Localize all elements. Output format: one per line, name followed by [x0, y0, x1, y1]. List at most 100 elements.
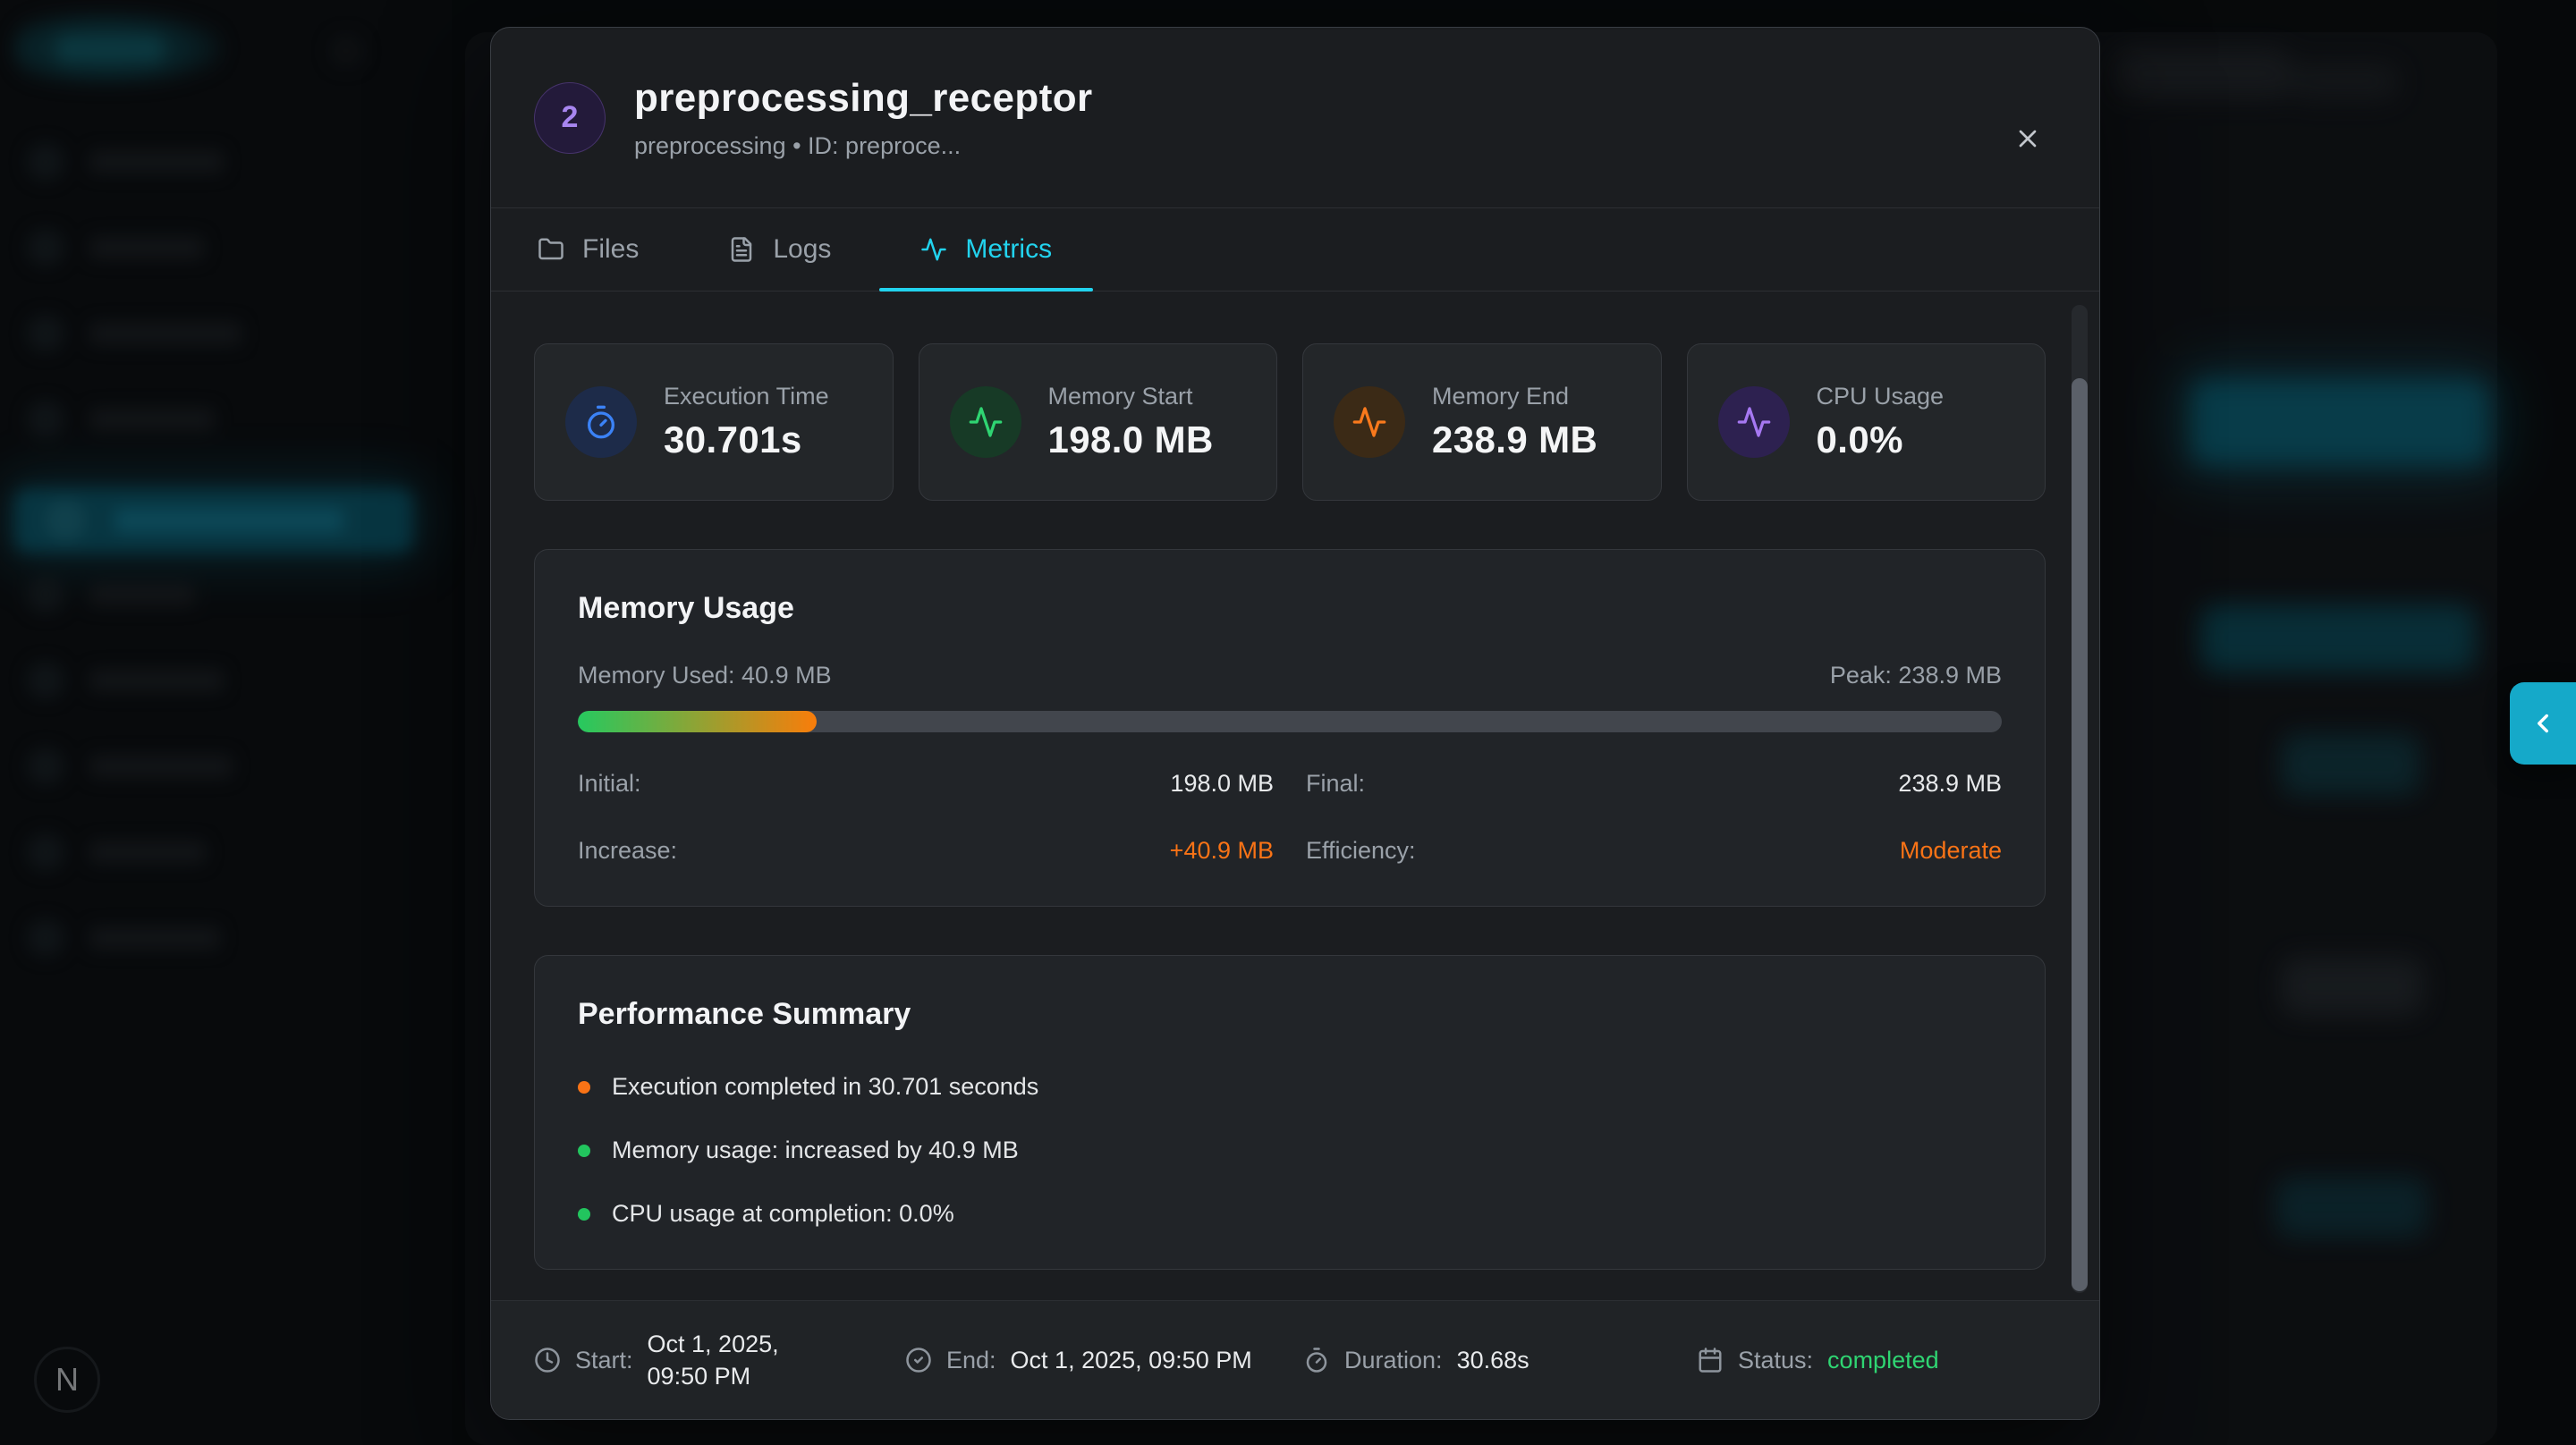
sidebar-item-label: [89, 150, 224, 173]
user-avatar[interactable]: N: [34, 1347, 100, 1413]
sidebar-item[interactable]: [27, 833, 206, 871]
tab-label: Metrics: [965, 234, 1053, 264]
tab-logs[interactable]: Logs: [687, 208, 872, 291]
metric-value: 0.0%: [1816, 418, 1903, 461]
metric-card-text: Memory End 238.9 MB: [1432, 383, 1597, 461]
background-pill: [2290, 63, 2399, 100]
sidebar-item[interactable]: [27, 229, 204, 266]
background-badge: [2275, 1177, 2428, 1238]
detail-label: Efficiency:: [1306, 837, 1416, 864]
performance-text: Execution completed in 30.701 seconds: [612, 1073, 1039, 1100]
collapse-panel-tab[interactable]: [2510, 682, 2576, 765]
sidebar-item[interactable]: [27, 748, 233, 785]
memory-detail-efficiency: Efficiency: Moderate: [1306, 837, 2002, 865]
bullet-dot: [578, 1080, 590, 1094]
sidebar-blurred-content: [0, 0, 452, 1445]
section-title: Performance Summary: [578, 997, 911, 1031]
timer-icon: [1303, 1347, 1330, 1373]
footer-start: Start: Oct 1, 2025, 09:50 PM: [534, 1328, 905, 1393]
memory-used-label: Memory Used: 40.9 MB: [578, 662, 832, 689]
clock-icon: [534, 1347, 561, 1373]
footer-value: completed: [1827, 1346, 1939, 1373]
metric-value: 30.701s: [664, 418, 802, 461]
footer-label: End:: [946, 1346, 996, 1373]
activity-icon: [1334, 386, 1405, 458]
metric-value: 198.0 MB: [1047, 418, 1214, 461]
footer-status: Status: completed: [1697, 1347, 2056, 1374]
sidebar-item[interactable]: [27, 315, 242, 352]
sidebar-item-icon: [45, 500, 86, 541]
sidebar-item-active[interactable]: [14, 488, 413, 553]
modal-title: preprocessing_receptor: [634, 75, 1093, 120]
sidebar-item-icon: [27, 143, 64, 181]
sidebar-item-label: [89, 926, 220, 950]
sidebar-item-icon: [27, 748, 64, 785]
sidebar-collapse-button[interactable]: [329, 34, 363, 68]
sidebar-item[interactable]: [27, 143, 224, 181]
tab-files[interactable]: Files: [496, 208, 680, 291]
modal-subtitle: preprocessing • ID: preproce...: [634, 131, 962, 159]
activity-icon: [1717, 386, 1790, 458]
sidebar: N: [0, 0, 452, 1445]
detail-label: Final:: [1306, 770, 1366, 797]
sidebar-item-label: [89, 669, 224, 692]
sidebar-item-label: [114, 509, 343, 532]
metric-card-memory-end: Memory End 238.9 MB: [1302, 343, 1662, 501]
metric-label: Memory Start: [1047, 383, 1193, 410]
metric-card-text: Execution Time 30.701s: [664, 383, 829, 461]
sidebar-item-icon: [27, 662, 64, 699]
detail-label: Initial:: [578, 770, 641, 797]
memory-usage-section: Memory Usage Memory Used: 40.9 MB Peak: …: [534, 549, 2046, 907]
close-icon: [2013, 124, 2042, 153]
memory-detail-final: Final: 238.9 MB: [1306, 770, 2002, 798]
detail-value: 198.0 MB: [1170, 770, 1274, 797]
metric-cards: Execution Time 30.701s Memory Start 198.…: [534, 343, 2046, 501]
sidebar-item[interactable]: [27, 576, 195, 613]
file-text-icon: [728, 236, 755, 263]
sidebar-item[interactable]: [27, 919, 220, 957]
sidebar-item[interactable]: [27, 662, 224, 699]
sidebar-item-icon: [27, 919, 64, 957]
sidebar-item-label: [89, 322, 242, 345]
footer-label: Start:: [575, 1346, 633, 1373]
tab-metrics[interactable]: Metrics: [879, 208, 1094, 292]
metric-card-text: Memory Start 198.0 MB: [1048, 383, 1214, 461]
metric-card-cpu-usage: CPU Usage 0.0%: [1686, 343, 2046, 501]
performance-text: Memory usage: increased by 40.9 MB: [612, 1137, 1019, 1163]
tab-label: Files: [582, 234, 640, 264]
calendar-icon: [1697, 1347, 1724, 1373]
sidebar-item[interactable]: [27, 401, 215, 438]
memory-progress-track: [578, 711, 2002, 732]
task-details-modal: 2 preprocessing_receptor preprocessing •…: [490, 27, 2100, 1420]
memory-progress-fill: [578, 711, 818, 732]
background-primary-button: [2191, 379, 2488, 465]
section-title: Memory Usage: [578, 591, 794, 625]
metric-label: Memory End: [1432, 383, 1570, 410]
footer-label: Duration:: [1344, 1346, 1443, 1373]
modal-titles: preprocessing_receptor preprocessing • I…: [634, 76, 1093, 160]
performance-item: Execution completed in 30.701 seconds: [578, 1073, 2002, 1101]
detail-value: Moderate: [1899, 837, 2002, 864]
scrollbar-thumb[interactable]: [2072, 378, 2088, 1291]
metric-label: Execution Time: [664, 383, 829, 410]
modal-header: 2 preprocessing_receptor preprocessing •…: [491, 28, 2099, 208]
metric-label: CPU Usage: [1816, 383, 1945, 410]
sidebar-item-label: [89, 408, 215, 431]
modal-scrollbar: [2072, 305, 2088, 1293]
timer-icon: [565, 386, 637, 458]
close-button[interactable]: [2003, 114, 2053, 164]
chevron-left-icon: [2528, 708, 2558, 739]
performance-text: CPU usage at completion: 0.0%: [612, 1200, 954, 1227]
footer-value: 30.68s: [1456, 1346, 1530, 1373]
sidebar-item-label: [89, 755, 233, 778]
sidebar-item-icon: [27, 401, 64, 438]
sidebar-item-icon: [27, 229, 64, 266]
metrics-panel: Execution Time 30.701s Memory Start 198.…: [491, 292, 2099, 1302]
background-badge: [2281, 733, 2420, 796]
performance-list: Execution completed in 30.701 seconds Me…: [578, 1073, 2002, 1228]
bullet-dot: [578, 1207, 590, 1221]
task-number-badge: 2: [534, 81, 606, 154]
activity-icon: [949, 386, 1021, 458]
memory-detail-increase: Increase: +40.9 MB: [578, 837, 1274, 865]
footer-duration: Duration: 30.68s: [1303, 1347, 1697, 1374]
